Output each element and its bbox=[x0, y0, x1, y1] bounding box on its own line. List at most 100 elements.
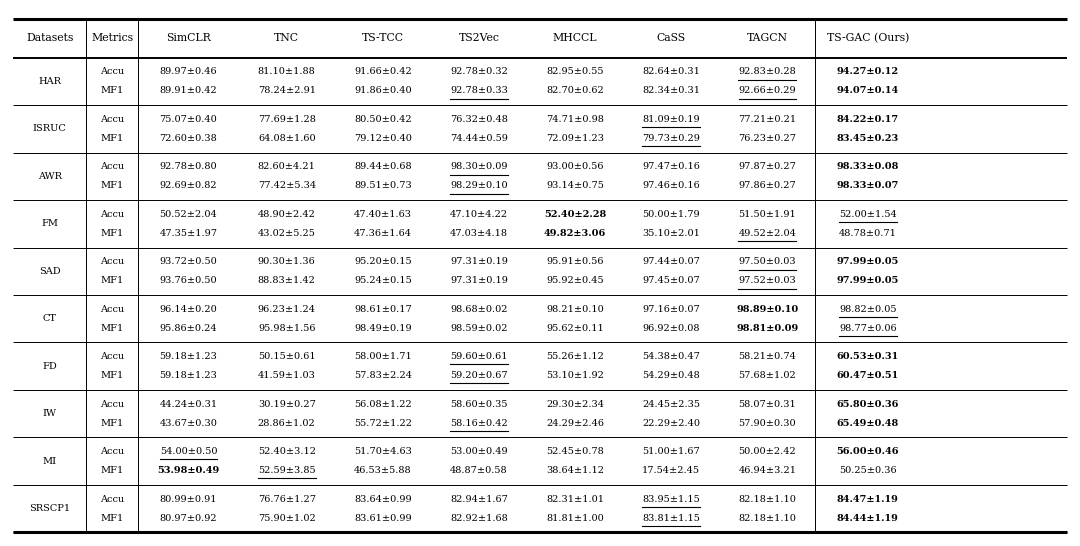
Text: TS-TCC: TS-TCC bbox=[362, 33, 404, 43]
Text: 97.50±0.03: 97.50±0.03 bbox=[739, 257, 796, 266]
Text: 47.10±4.22: 47.10±4.22 bbox=[450, 210, 508, 219]
Text: 83.64±0.99: 83.64±0.99 bbox=[354, 495, 411, 503]
Text: 93.14±0.75: 93.14±0.75 bbox=[546, 181, 604, 191]
Text: 43.02±5.25: 43.02±5.25 bbox=[258, 229, 315, 238]
Text: MF1: MF1 bbox=[100, 134, 124, 143]
Text: 95.86±0.24: 95.86±0.24 bbox=[160, 324, 217, 333]
Text: TS2Vec: TS2Vec bbox=[459, 33, 499, 43]
Text: 76.32±0.48: 76.32±0.48 bbox=[450, 115, 508, 124]
Text: 82.92±1.68: 82.92±1.68 bbox=[450, 514, 508, 523]
Text: 97.44±0.07: 97.44±0.07 bbox=[643, 257, 700, 266]
Text: 92.78±0.32: 92.78±0.32 bbox=[450, 67, 508, 76]
Text: 52.00±1.54: 52.00±1.54 bbox=[839, 210, 896, 219]
Text: Accu: Accu bbox=[100, 162, 124, 171]
Text: 79.73±0.29: 79.73±0.29 bbox=[643, 134, 700, 143]
Text: 95.20±0.15: 95.20±0.15 bbox=[354, 257, 411, 266]
Text: 82.34±0.31: 82.34±0.31 bbox=[643, 86, 700, 96]
Text: 92.69±0.82: 92.69±0.82 bbox=[160, 181, 217, 191]
Text: 95.24±0.15: 95.24±0.15 bbox=[354, 276, 411, 285]
Text: MF1: MF1 bbox=[100, 229, 124, 238]
Text: 55.26±1.12: 55.26±1.12 bbox=[546, 352, 604, 361]
Text: 98.29±0.10: 98.29±0.10 bbox=[450, 181, 508, 191]
Text: 82.95±0.55: 82.95±0.55 bbox=[546, 67, 604, 76]
Text: 92.78±0.33: 92.78±0.33 bbox=[450, 86, 508, 96]
Text: 84.47±1.19: 84.47±1.19 bbox=[837, 495, 899, 503]
Text: 81.09±0.19: 81.09±0.19 bbox=[643, 115, 700, 124]
Text: 22.29±2.40: 22.29±2.40 bbox=[643, 419, 700, 428]
Text: 95.92±0.45: 95.92±0.45 bbox=[546, 276, 604, 285]
Text: 52.45±0.78: 52.45±0.78 bbox=[546, 447, 604, 456]
Text: TS-GAC (Ours): TS-GAC (Ours) bbox=[826, 33, 909, 44]
Text: 98.21±0.10: 98.21±0.10 bbox=[546, 305, 604, 314]
Text: 52.59±3.85: 52.59±3.85 bbox=[258, 466, 315, 475]
Text: 97.31±0.19: 97.31±0.19 bbox=[450, 257, 508, 266]
Text: CT: CT bbox=[43, 314, 56, 323]
Text: 58.00±1.71: 58.00±1.71 bbox=[354, 352, 411, 361]
Text: 80.50±0.42: 80.50±0.42 bbox=[354, 115, 411, 124]
Text: 89.91±0.42: 89.91±0.42 bbox=[160, 86, 217, 96]
Text: 93.76±0.50: 93.76±0.50 bbox=[160, 276, 217, 285]
Text: MHCCL: MHCCL bbox=[553, 33, 597, 43]
Text: 47.03±4.18: 47.03±4.18 bbox=[450, 229, 508, 238]
Text: 47.36±1.64: 47.36±1.64 bbox=[354, 229, 411, 238]
Text: 98.82±0.05: 98.82±0.05 bbox=[839, 305, 896, 314]
Text: 81.10±1.88: 81.10±1.88 bbox=[258, 67, 315, 76]
Text: 29.30±2.34: 29.30±2.34 bbox=[546, 400, 604, 408]
Text: 92.78±0.80: 92.78±0.80 bbox=[160, 162, 217, 171]
Text: 98.59±0.02: 98.59±0.02 bbox=[450, 324, 508, 333]
Text: 83.81±1.15: 83.81±1.15 bbox=[643, 514, 700, 523]
Text: MF1: MF1 bbox=[100, 371, 124, 380]
Text: 43.67±0.30: 43.67±0.30 bbox=[160, 419, 217, 428]
Text: 48.90±2.42: 48.90±2.42 bbox=[258, 210, 315, 219]
Text: 24.45±2.35: 24.45±2.35 bbox=[643, 400, 700, 408]
Text: MI: MI bbox=[42, 456, 57, 466]
Text: 96.23±1.24: 96.23±1.24 bbox=[258, 305, 315, 314]
Text: 83.61±0.99: 83.61±0.99 bbox=[354, 514, 411, 523]
Text: 17.54±2.45: 17.54±2.45 bbox=[643, 466, 700, 475]
Text: 48.78±0.71: 48.78±0.71 bbox=[839, 229, 896, 238]
Text: TAGCN: TAGCN bbox=[747, 33, 787, 43]
Text: 83.45±0.23: 83.45±0.23 bbox=[837, 134, 899, 143]
Text: MF1: MF1 bbox=[100, 86, 124, 96]
Text: 52.40±3.12: 52.40±3.12 bbox=[258, 447, 315, 456]
Text: 93.00±0.56: 93.00±0.56 bbox=[546, 162, 604, 171]
Text: 49.82±3.06: 49.82±3.06 bbox=[544, 229, 606, 238]
Text: 51.50±1.91: 51.50±1.91 bbox=[739, 210, 796, 219]
Text: 59.20±0.67: 59.20±0.67 bbox=[450, 371, 508, 380]
Text: 74.44±0.59: 74.44±0.59 bbox=[450, 134, 508, 143]
Text: 28.86±1.02: 28.86±1.02 bbox=[258, 419, 315, 428]
Text: 92.66±0.29: 92.66±0.29 bbox=[739, 86, 796, 96]
Text: 77.21±0.21: 77.21±0.21 bbox=[739, 115, 796, 124]
Text: 59.18±1.23: 59.18±1.23 bbox=[160, 352, 217, 361]
Text: 59.18±1.23: 59.18±1.23 bbox=[160, 371, 217, 380]
Text: 96.14±0.20: 96.14±0.20 bbox=[160, 305, 217, 314]
Text: 95.98±1.56: 95.98±1.56 bbox=[258, 324, 315, 333]
Text: 98.81±0.09: 98.81±0.09 bbox=[737, 324, 798, 333]
Text: 64.08±1.60: 64.08±1.60 bbox=[258, 134, 315, 143]
Text: 89.44±0.68: 89.44±0.68 bbox=[354, 162, 411, 171]
Text: 82.64±0.31: 82.64±0.31 bbox=[643, 67, 700, 76]
Text: MF1: MF1 bbox=[100, 276, 124, 285]
Text: 94.07±0.14: 94.07±0.14 bbox=[837, 86, 899, 96]
Text: 97.46±0.16: 97.46±0.16 bbox=[643, 181, 700, 191]
Text: 51.00±1.67: 51.00±1.67 bbox=[643, 447, 700, 456]
Text: 98.49±0.19: 98.49±0.19 bbox=[354, 324, 411, 333]
Text: 79.12±0.40: 79.12±0.40 bbox=[354, 134, 411, 143]
Text: 50.52±2.04: 50.52±2.04 bbox=[160, 210, 217, 219]
Text: Accu: Accu bbox=[100, 115, 124, 124]
Text: 56.08±1.22: 56.08±1.22 bbox=[354, 400, 411, 408]
Text: 80.97±0.92: 80.97±0.92 bbox=[160, 514, 217, 523]
Text: 60.53±0.31: 60.53±0.31 bbox=[837, 352, 899, 361]
Text: 95.91±0.56: 95.91±0.56 bbox=[546, 257, 604, 266]
Text: 97.45±0.07: 97.45±0.07 bbox=[643, 276, 700, 285]
Text: 58.60±0.35: 58.60±0.35 bbox=[450, 400, 508, 408]
Text: 53.00±0.49: 53.00±0.49 bbox=[450, 447, 508, 456]
Text: 50.25±0.36: 50.25±0.36 bbox=[839, 466, 896, 475]
Text: 60.47±0.51: 60.47±0.51 bbox=[837, 371, 899, 380]
Text: 91.86±0.40: 91.86±0.40 bbox=[354, 86, 411, 96]
Text: 82.18±1.10: 82.18±1.10 bbox=[739, 514, 796, 523]
Text: 65.49±0.48: 65.49±0.48 bbox=[837, 419, 899, 428]
Text: 78.24±2.91: 78.24±2.91 bbox=[258, 86, 315, 96]
Text: 82.18±1.10: 82.18±1.10 bbox=[739, 495, 796, 503]
Text: 90.30±1.36: 90.30±1.36 bbox=[258, 257, 315, 266]
